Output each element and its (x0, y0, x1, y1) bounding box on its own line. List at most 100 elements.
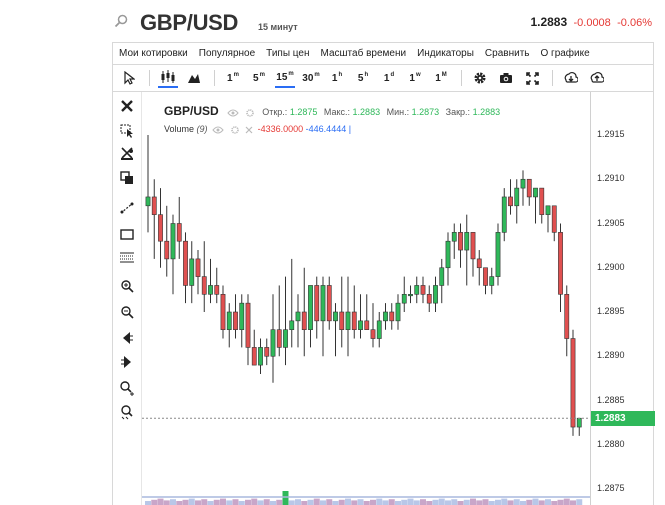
candle-body (439, 267, 445, 286)
close-icon[interactable] (119, 98, 135, 114)
close-icon[interactable] (245, 126, 253, 134)
volume-bar (363, 501, 370, 505)
timeframe-unit: m (288, 71, 294, 77)
zoom-in-icon[interactable] (119, 278, 135, 294)
copy-icon[interactable] (119, 170, 135, 186)
menu-compare[interactable]: Сравнить (484, 48, 530, 59)
low-label: Мин.: (386, 107, 410, 117)
candle-body (508, 196, 513, 207)
fibonacci-tool-icon[interactable] (119, 250, 135, 266)
candle-body (176, 223, 182, 242)
volume-bar (513, 499, 520, 505)
candle-body (489, 276, 495, 286)
volume-bar (182, 499, 189, 505)
toolbar-separator (461, 70, 462, 86)
settings-icon[interactable] (230, 125, 239, 134)
interval-subtitle: 15 минут (258, 22, 298, 32)
volume-bar (295, 499, 301, 505)
volume-bar (438, 498, 445, 505)
scroll-left-icon[interactable] (119, 330, 135, 346)
volume-legend: Volume (9) -4336.0000 -446.4444 | (164, 124, 351, 134)
timeframe-unit: d (390, 72, 395, 78)
volume-bar (482, 499, 489, 505)
volume-bar (507, 500, 514, 505)
candle-body (158, 214, 163, 242)
high-value: 1.2883 (352, 107, 381, 117)
candle-body (320, 285, 326, 322)
menu-time-scale[interactable]: Масштаб времени (320, 48, 407, 59)
upload-icon[interactable] (587, 68, 607, 88)
volume-bar (207, 501, 214, 505)
scroll-right-icon[interactable] (119, 354, 135, 370)
volume-bar (313, 498, 320, 505)
menu-popular[interactable]: Популярное (198, 48, 256, 59)
candle-body (208, 285, 213, 295)
volume-value-bar: | (348, 124, 352, 134)
rectangle-tool-icon[interactable] (119, 226, 135, 242)
zoom-out-icon[interactable] (119, 304, 135, 320)
eye-icon[interactable] (227, 109, 239, 117)
menu-my-quotes[interactable]: Мои котировки (119, 48, 188, 59)
candle-body (145, 196, 151, 207)
timeframe-30m[interactable]: 30 m (301, 68, 321, 88)
close-label: Закр.: (445, 107, 471, 117)
timeframe-unit: h (338, 72, 343, 78)
candle-body (339, 311, 345, 331)
volume-bar (463, 499, 470, 505)
volume-bar (213, 499, 220, 505)
camera-icon[interactable] (496, 68, 516, 88)
candle-body (401, 294, 407, 304)
candles-icon[interactable] (158, 68, 178, 88)
timeframe-label: 5 (357, 72, 364, 84)
candle-body (464, 232, 470, 251)
volume-value-2: -446.4444 (305, 124, 347, 134)
select-tool-icon[interactable] (119, 122, 135, 138)
candle-body (433, 285, 438, 304)
reset-zoom-icon[interactable] (119, 380, 135, 396)
menu-price-types[interactable]: Типы цен (266, 48, 310, 59)
settings-icon[interactable] (470, 68, 490, 88)
magnet-icon[interactable] (119, 404, 135, 420)
candle-body (251, 347, 257, 366)
volume-bar (357, 499, 364, 505)
candle-body (426, 294, 432, 304)
volume-bar (570, 500, 576, 505)
menu-about-chart[interactable]: О графике (540, 48, 590, 59)
volume-bar (320, 500, 326, 505)
price-chart[interactable] (142, 92, 590, 505)
menu-indicators[interactable]: Индикаторы (417, 48, 474, 59)
timeframe-label: 1 (331, 72, 338, 84)
volume-bar (201, 499, 208, 505)
cursor-icon[interactable] (119, 68, 139, 88)
volume-bar (470, 498, 476, 505)
candle-body (495, 232, 501, 277)
fullscreen-icon[interactable] (522, 68, 542, 88)
volume-bar (476, 500, 483, 505)
trend-line-icon[interactable] (119, 200, 135, 216)
timeframe-15m[interactable]: 15 m (275, 68, 295, 88)
volume-bar (432, 499, 439, 505)
candle-body (276, 329, 282, 348)
candle-body (270, 329, 276, 357)
search-icon[interactable] (114, 14, 128, 28)
settings-icon[interactable] (245, 108, 254, 117)
price-axis[interactable]: 1.2915 1.2910 1.2905 1.2900 1.2895 1.289… (590, 92, 655, 505)
volume-bar (407, 498, 414, 505)
candle-body (326, 285, 332, 322)
volume-bar (257, 500, 264, 505)
eye-icon[interactable] (212, 126, 224, 134)
download-icon[interactable] (561, 68, 581, 88)
area-chart-icon[interactable] (184, 68, 204, 88)
candle-body (564, 294, 570, 339)
volume-bar (232, 499, 239, 505)
symbol-title[interactable]: GBP/USD (140, 10, 239, 35)
candle-body (264, 347, 270, 357)
delete-drawings-icon[interactable] (119, 146, 135, 162)
